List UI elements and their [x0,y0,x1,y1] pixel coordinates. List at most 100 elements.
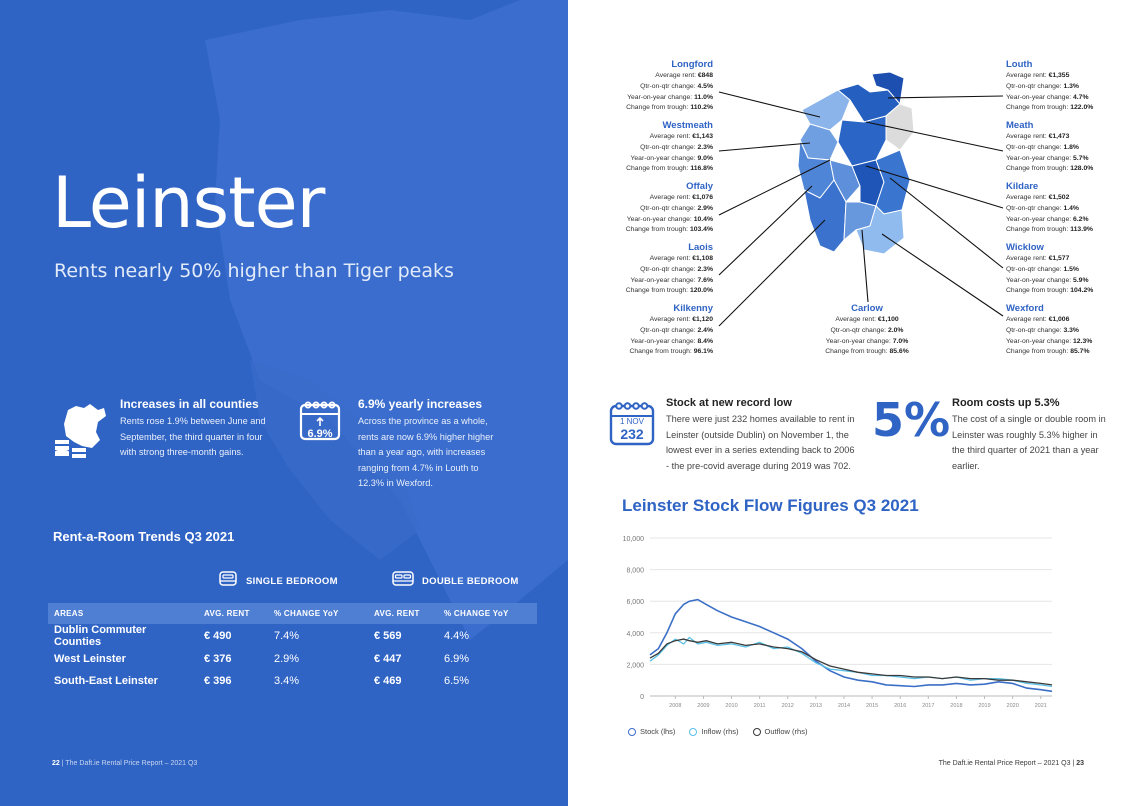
label: Qtr-on-qtr change: [1006,326,1062,334]
x-tick-label: 2015 [866,703,878,709]
label: Year-on-year change: [825,337,891,345]
county-name: Wexford [1006,303,1044,314]
label: Change from trough: [629,348,692,356]
single-rent-cell: € 490 [204,630,232,642]
x-tick-label: 2008 [669,703,681,709]
yoy-value: 5.9% [1073,276,1089,284]
left-page: Leinster Rents nearly 50% higher than Ti… [0,0,568,806]
label: Average rent: [1006,133,1047,140]
stat-stock-body: There were just 232 homes available to r… [666,414,855,471]
right-page-number: 23 [1076,760,1084,767]
page-subtitle: Rents nearly 50% higher than Tiger peaks [54,260,454,282]
single-change-cell: 3.4% [274,675,300,687]
x-tick-label: 2016 [894,703,906,709]
label: Qtr-on-qtr change: [1006,143,1062,151]
rent-a-room-table: AREAS AVG. RENT % CHANGE YoY AVG. RENT %… [48,603,537,692]
qoq-value: 4.5% [697,82,714,90]
x-tick-label: 2019 [978,703,990,709]
calendar-icon [609,402,655,446]
x-tick-label: 2009 [697,703,709,709]
yoy-value: 7.6% [697,276,714,284]
label: Average rent: [649,133,691,140]
label: Year-on-year change: [626,215,692,223]
double-change-cell: 4.4% [444,630,470,642]
stat-room: Room costs up 5.3% The cost of a single … [952,397,1107,474]
y-tick-label: 8,000 [626,568,644,575]
county-name: Westmeath [662,120,713,131]
table-header-row: AREAS AVG. RENT % CHANGE YoY AVG. RENT %… [48,603,537,624]
label: Year-on-year change: [1006,93,1072,101]
label: Average rent: [649,194,691,201]
col-header: AVG. RENT [368,603,438,624]
county-name: Wicklow [1006,242,1044,253]
right-footer: The Daft.ie Rental Price Report – 2021 Q… [938,760,1084,767]
avg-rent-value: €848 [697,72,713,79]
y-tick-label: 6,000 [626,599,644,606]
avg-rent-value: €1,473 [1048,133,1070,140]
county-leader-lines [718,91,1004,327]
county-wexford: Wexford Average rent: €1,006 Qtr-on-qtr … [1006,303,1116,358]
calendar-month: 1 NOV [619,417,644,426]
qoq-value: 1.5% [1063,265,1079,273]
table-row: South-East Leinster € 396 3.4% € 469 6.5… [48,670,537,692]
y-tick-label: 4,000 [626,631,644,638]
label: Year-on-year change: [1006,154,1072,162]
qoq-value: 2.9% [697,204,714,212]
label: Average rent: [1006,255,1047,262]
stat-yearly-heading: 6.9% yearly increases [358,397,483,411]
x-tick-label: 2013 [810,703,822,709]
label: Year-on-year change: [1006,276,1072,284]
county-name: Laois [688,242,713,253]
col-header: AVG. RENT [198,603,268,624]
qoq-value: 2.0% [887,326,904,334]
label: Year-on-year change: [630,154,696,162]
single-rent-cell: € 396 [204,675,232,687]
y-tick-label: 10,000 [623,536,645,543]
page-title: Leinster [52,162,325,244]
yoy-value: 5.7% [1073,154,1089,162]
x-tick-label: 2012 [782,703,794,709]
avg-rent-value: €1,120 [692,316,713,323]
county-carlow: Carlow Average rent: €1,100 Qtr-on-qtr c… [812,303,922,358]
single-bedroom-label: SINGLE BEDROOM [246,576,338,587]
county-name: Meath [1006,120,1034,131]
label: Year-on-year change: [1006,337,1072,345]
avg-rent-value: €1,502 [1048,194,1070,201]
label: Year-on-year change: [630,276,696,284]
qoq-value: 1.3% [1063,82,1079,90]
x-tick-label: 2020 [1007,703,1019,709]
double-change-cell: 6.5% [444,675,470,687]
rent-a-room-title: Rent-a-Room Trends Q3 2021 [53,529,235,544]
legend-label: Outflow (rhs) [764,727,808,736]
avg-rent-value: €1,006 [1048,316,1070,323]
x-tick-label: 2021 [1035,703,1047,709]
double-rent-cell: € 569 [374,630,402,642]
single-change-cell: 2.9% [274,653,300,665]
label: Average rent: [835,316,876,323]
county-kilkenny: Kilkenny Average rent: €1,120 Qtr-on-qtr… [603,303,713,358]
yoy-value: 11.0% [694,93,713,101]
county-name: Kilkenny [673,303,713,314]
series-line-stock [649,598,1053,693]
qoq-value: 1.4% [1063,204,1079,212]
label: Change from trough: [626,165,689,173]
stat-stock-heading: Stock at new record low [666,397,792,409]
left-footer: 22 | The Daft.ie Rental Price Report – 2… [52,760,198,767]
trough-value: 113.9% [1070,226,1093,234]
single-rent-cell: € 376 [204,653,232,665]
calendar-value: 232 [620,426,644,442]
label: Qtr-on-qtr change: [1006,265,1062,273]
double-change-cell: 6.9% [444,653,470,665]
label: Year-on-year change: [1006,215,1072,223]
legend-item-outflow: Outflow (rhs) [752,727,808,736]
area-cell: West Leinster [54,653,126,665]
stock-flow-chart: 0 2,000 4,000 6,000 8,000 10,000 2008 2009 2010 2… [623,536,1053,709]
qoq-value: 2.3% [697,265,714,273]
avg-rent-value: €1,577 [1048,255,1070,262]
col-header: % CHANGE YoY [268,603,368,624]
room-percent-big: 5% [872,393,951,447]
table-row: West Leinster € 376 2.9% € 447 6.9% [48,648,537,670]
avg-rent-value: €1,143 [692,133,713,140]
legend-item-inflow: Inflow (rhs) [689,727,739,736]
col-header: % CHANGE YoY [438,603,537,624]
